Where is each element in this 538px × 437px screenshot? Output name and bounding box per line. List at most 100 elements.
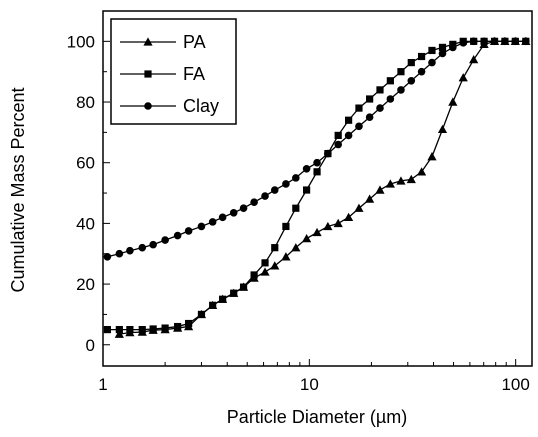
data-point-pa bbox=[291, 243, 301, 252]
data-point-fa bbox=[397, 68, 405, 76]
data-point-clay bbox=[218, 213, 227, 222]
data-point-clay bbox=[469, 37, 478, 46]
data-point-pa bbox=[396, 176, 406, 185]
data-point-clay bbox=[149, 240, 157, 249]
series-line-clay bbox=[107, 40, 526, 258]
data-point-fa bbox=[185, 319, 193, 328]
y-tick-label: 60 bbox=[76, 154, 95, 173]
y-axis-ticks: 0 20 40 60 80 100 bbox=[67, 32, 110, 355]
data-point-pa bbox=[323, 221, 333, 231]
data-point-clay bbox=[365, 113, 374, 121]
y-tick-label: 40 bbox=[76, 214, 95, 233]
data-point-fa bbox=[417, 52, 426, 61]
series-clay bbox=[103, 37, 530, 261]
x-tick-label: 10 bbox=[300, 375, 319, 394]
data-point-pa bbox=[375, 185, 385, 194]
legend-marker-pa bbox=[143, 37, 153, 46]
data-point-pa bbox=[469, 54, 479, 64]
data-point-fa bbox=[209, 301, 217, 309]
data-point-fa bbox=[115, 325, 123, 334]
data-point-clay bbox=[115, 249, 124, 258]
series-layer bbox=[103, 36, 531, 338]
data-point-pa bbox=[270, 261, 280, 270]
legend-label-pa: PA bbox=[183, 32, 206, 52]
data-point-pa bbox=[437, 124, 448, 134]
data-point-clay bbox=[459, 39, 468, 47]
data-point-fa bbox=[261, 259, 269, 267]
data-point-fa bbox=[250, 271, 258, 279]
data-point-fa bbox=[174, 322, 182, 331]
data-point-clay bbox=[324, 149, 332, 158]
data-point-pa bbox=[406, 174, 416, 184]
data-point-fa bbox=[428, 46, 436, 55]
series-line-fa bbox=[107, 40, 526, 331]
data-point-clay bbox=[126, 246, 134, 255]
legend-item-fa: FA bbox=[120, 64, 205, 84]
data-point-clay bbox=[417, 67, 426, 76]
data-point-fa bbox=[138, 325, 146, 334]
data-point-pa bbox=[458, 73, 468, 82]
data-point-fa bbox=[313, 168, 321, 176]
legend-marker-clay bbox=[144, 102, 152, 110]
data-point-pa bbox=[416, 167, 427, 176]
data-point-fa bbox=[334, 131, 342, 140]
data-point-fa bbox=[345, 116, 353, 124]
y-tick-label: 100 bbox=[67, 32, 95, 51]
data-point-clay bbox=[161, 236, 169, 244]
data-point-clay bbox=[522, 37, 530, 46]
y-tick-label: 20 bbox=[76, 275, 95, 294]
data-point-clay bbox=[313, 158, 321, 167]
data-point-pa bbox=[385, 179, 395, 188]
data-point-clay bbox=[490, 37, 499, 46]
data-point-clay bbox=[334, 140, 342, 149]
data-point-pa bbox=[354, 203, 364, 212]
data-point-clay bbox=[386, 95, 395, 103]
data-point-clay bbox=[270, 186, 279, 194]
data-point-fa bbox=[126, 325, 134, 334]
data-point-clay bbox=[302, 164, 311, 173]
data-point-clay bbox=[229, 208, 238, 217]
data-point-clay bbox=[197, 222, 206, 231]
legend-label-clay: Clay bbox=[183, 96, 219, 116]
data-point-pa bbox=[281, 252, 291, 261]
y-tick-label: 80 bbox=[76, 93, 95, 112]
data-point-pa bbox=[448, 97, 458, 106]
x-tick-label: 100 bbox=[501, 375, 529, 394]
x-tick-label: 1 bbox=[98, 375, 107, 394]
data-point-clay bbox=[355, 122, 363, 131]
data-point-clay bbox=[428, 58, 436, 67]
data-point-pa bbox=[427, 152, 437, 161]
data-point-fa bbox=[282, 222, 290, 231]
data-point-clay bbox=[397, 86, 405, 94]
data-point-clay bbox=[480, 37, 488, 46]
data-point-pa bbox=[302, 233, 312, 243]
data-point-clay bbox=[438, 49, 447, 58]
data-point-clay bbox=[407, 76, 416, 85]
data-point-clay bbox=[103, 252, 112, 261]
data-point-fa bbox=[271, 244, 279, 252]
data-point-fa bbox=[161, 324, 169, 332]
data-point-clay bbox=[184, 227, 193, 235]
data-point-pa bbox=[344, 212, 354, 222]
data-point-fa bbox=[366, 95, 374, 103]
data-point-fa bbox=[355, 104, 363, 112]
data-point-pa bbox=[260, 267, 270, 276]
legend-marker-fa bbox=[144, 70, 152, 78]
data-point-fa bbox=[230, 289, 238, 297]
data-point-fa bbox=[376, 86, 384, 94]
data-point-fa bbox=[438, 43, 447, 52]
data-point-clay bbox=[449, 43, 457, 52]
data-point-clay bbox=[239, 204, 248, 213]
data-point-clay bbox=[344, 131, 353, 140]
data-point-clay bbox=[138, 243, 147, 252]
data-point-clay bbox=[511, 37, 520, 46]
data-point-pa bbox=[114, 329, 124, 338]
data-point-fa bbox=[219, 295, 227, 303]
data-point-fa bbox=[386, 77, 394, 85]
data-point-fa bbox=[303, 186, 311, 194]
data-point-fa bbox=[292, 204, 300, 212]
data-point-fa bbox=[149, 325, 157, 333]
data-point-clay bbox=[173, 231, 182, 240]
data-point-pa bbox=[312, 227, 322, 237]
